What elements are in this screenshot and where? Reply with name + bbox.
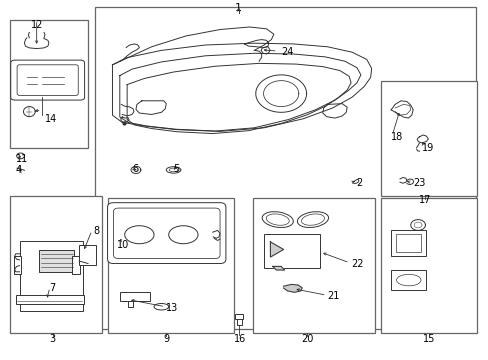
Bar	[39, 250, 74, 272]
Text: 4: 4	[16, 165, 22, 175]
Text: 10: 10	[117, 240, 129, 250]
Text: 11: 11	[16, 154, 28, 165]
Bar	[236, 314, 241, 325]
Bar	[79, 245, 96, 265]
Ellipse shape	[166, 167, 181, 173]
Ellipse shape	[124, 226, 154, 244]
FancyBboxPatch shape	[11, 60, 84, 100]
Ellipse shape	[301, 214, 324, 225]
Bar	[10, 20, 88, 148]
Text: 12: 12	[30, 20, 43, 30]
Text: 2: 2	[355, 177, 362, 188]
Polygon shape	[270, 242, 283, 257]
Text: 1: 1	[235, 3, 242, 13]
Text: 21: 21	[327, 291, 339, 301]
Bar	[14, 256, 20, 274]
Text: 5: 5	[173, 164, 180, 174]
Text: 16: 16	[233, 334, 245, 344]
Ellipse shape	[262, 212, 293, 228]
Text: 18: 18	[390, 132, 403, 142]
Ellipse shape	[265, 214, 289, 225]
Ellipse shape	[396, 274, 420, 286]
Text: 17: 17	[418, 195, 431, 205]
Text: 9: 9	[163, 334, 169, 344]
Text: 22: 22	[350, 258, 363, 269]
Text: 7: 7	[49, 283, 55, 293]
Text: 6: 6	[132, 164, 138, 174]
Text: 20: 20	[300, 334, 313, 344]
Bar	[107, 198, 233, 333]
Bar	[381, 198, 476, 333]
Polygon shape	[272, 266, 284, 270]
FancyBboxPatch shape	[17, 65, 78, 95]
Bar	[95, 7, 475, 329]
Text: 3: 3	[50, 334, 56, 344]
Bar	[264, 234, 320, 268]
Text: 14: 14	[45, 114, 57, 124]
Bar	[381, 81, 476, 196]
Bar	[16, 295, 84, 304]
Ellipse shape	[154, 303, 168, 310]
Bar	[10, 196, 102, 333]
Bar	[395, 234, 420, 252]
Bar	[120, 292, 150, 301]
Bar	[390, 230, 426, 256]
Bar	[253, 198, 374, 333]
FancyBboxPatch shape	[113, 208, 220, 258]
Text: 19: 19	[421, 143, 433, 153]
Text: 8: 8	[93, 226, 99, 236]
FancyBboxPatch shape	[107, 203, 225, 264]
Ellipse shape	[168, 226, 198, 244]
Text: 15: 15	[422, 334, 435, 344]
Bar	[235, 314, 243, 319]
Bar	[390, 270, 426, 290]
Text: 23: 23	[412, 177, 425, 188]
Ellipse shape	[169, 168, 178, 172]
Ellipse shape	[297, 212, 328, 228]
Text: 24: 24	[281, 47, 293, 57]
Text: 13: 13	[166, 303, 178, 313]
Polygon shape	[283, 284, 302, 292]
Bar	[72, 256, 80, 274]
Bar	[20, 241, 83, 311]
